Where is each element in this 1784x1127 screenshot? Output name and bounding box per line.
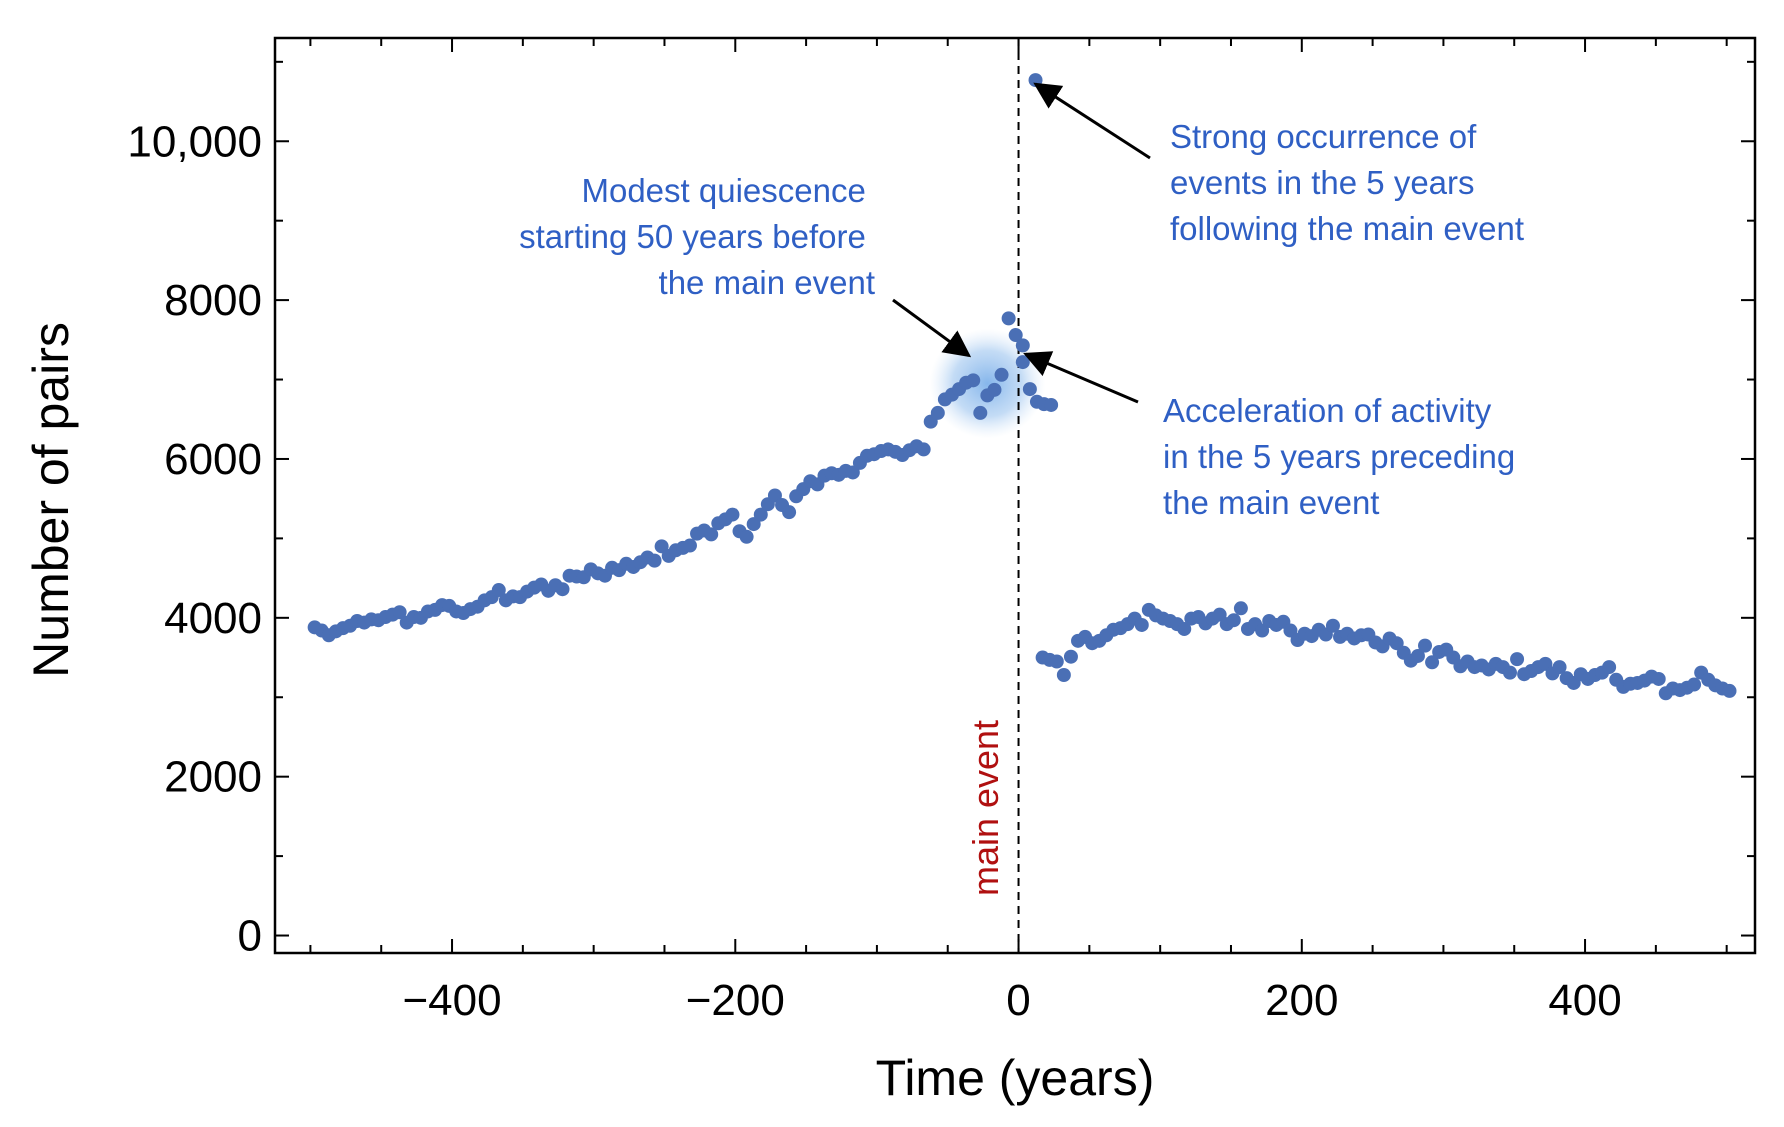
data-point	[966, 373, 981, 388]
data-point	[1063, 649, 1078, 664]
data-point	[647, 553, 662, 568]
acceleration-annotation: Acceleration of activity in the 5 years …	[1163, 392, 1524, 521]
data-point	[973, 405, 988, 420]
data-point	[682, 538, 697, 553]
data-point	[1538, 656, 1553, 671]
data-point	[746, 517, 761, 532]
quiescence-arrow	[892, 298, 972, 358]
data-point	[1022, 382, 1037, 397]
data-point	[930, 405, 945, 420]
data-point	[1233, 601, 1248, 616]
y-tick-label: 10,000	[127, 117, 262, 166]
quiescence-annotation: Modest quiescence starting 50 years befo…	[519, 172, 875, 301]
x-tick-labels: −400 −200 0 200 400	[402, 976, 1621, 1025]
axis-ticks	[275, 38, 1755, 953]
x-tick-label: −200	[686, 976, 785, 1025]
y-tick-label: 8000	[164, 276, 262, 325]
y-tick-label: 2000	[164, 753, 262, 802]
x-tick-label: 400	[1548, 976, 1621, 1025]
data-point	[782, 505, 797, 520]
strong-occurrence-arrow	[1033, 82, 1151, 160]
data-point	[1044, 397, 1059, 412]
data-point	[654, 539, 669, 554]
main-event-label: main event	[965, 720, 1006, 896]
data-point	[1410, 648, 1425, 663]
data-point	[1001, 311, 1016, 326]
data-point	[1687, 677, 1702, 692]
y-tick-label: 6000	[164, 435, 262, 484]
acceleration-arrow	[1023, 351, 1139, 404]
data-point	[1177, 621, 1192, 636]
data-point	[845, 465, 860, 480]
data-point	[1134, 617, 1149, 632]
data-point	[555, 582, 570, 597]
data-point	[1418, 638, 1433, 653]
data-point	[1389, 636, 1404, 651]
data-point	[491, 583, 506, 598]
x-tick-label: 200	[1265, 976, 1338, 1025]
data-point	[1226, 613, 1241, 628]
data-point	[1056, 668, 1071, 683]
y-tick-labels: 0 2000 4000 6000 8000 10,000	[127, 117, 262, 960]
data-point	[1255, 623, 1270, 638]
y-axis-title: Number of pairs	[23, 322, 79, 678]
y-tick-label: 4000	[164, 594, 262, 643]
x-tick-label: 0	[1006, 976, 1030, 1025]
x-tick-label: −400	[402, 976, 501, 1025]
data-point	[1722, 683, 1737, 698]
data-point	[916, 442, 931, 457]
data-point	[987, 382, 1002, 397]
data-point	[753, 507, 768, 522]
data-point	[1510, 652, 1525, 667]
data-point	[1283, 623, 1298, 638]
data-point	[739, 529, 754, 544]
data-point	[725, 507, 740, 522]
data-point	[767, 488, 782, 503]
data-point	[1212, 607, 1227, 622]
data-point	[1325, 618, 1340, 633]
plot-frame	[273, 36, 1757, 955]
y-tick-label: 0	[238, 912, 262, 961]
data-point	[1651, 671, 1666, 686]
data-point	[1552, 660, 1567, 675]
data-point	[1602, 660, 1617, 675]
data-point	[392, 605, 407, 620]
data-point	[1015, 338, 1030, 353]
data-point	[1015, 355, 1030, 370]
data-point	[1502, 665, 1517, 680]
data-point	[1049, 654, 1064, 669]
data-point	[1425, 655, 1440, 670]
data-point	[1008, 328, 1023, 343]
x-axis-title: Time (years)	[876, 1050, 1155, 1106]
data-points	[307, 73, 1737, 701]
data-point	[704, 527, 719, 542]
data-point	[994, 367, 1009, 382]
strong-occurrence-annotation: Strong occurrence of events in the 5 yea…	[1170, 118, 1524, 247]
